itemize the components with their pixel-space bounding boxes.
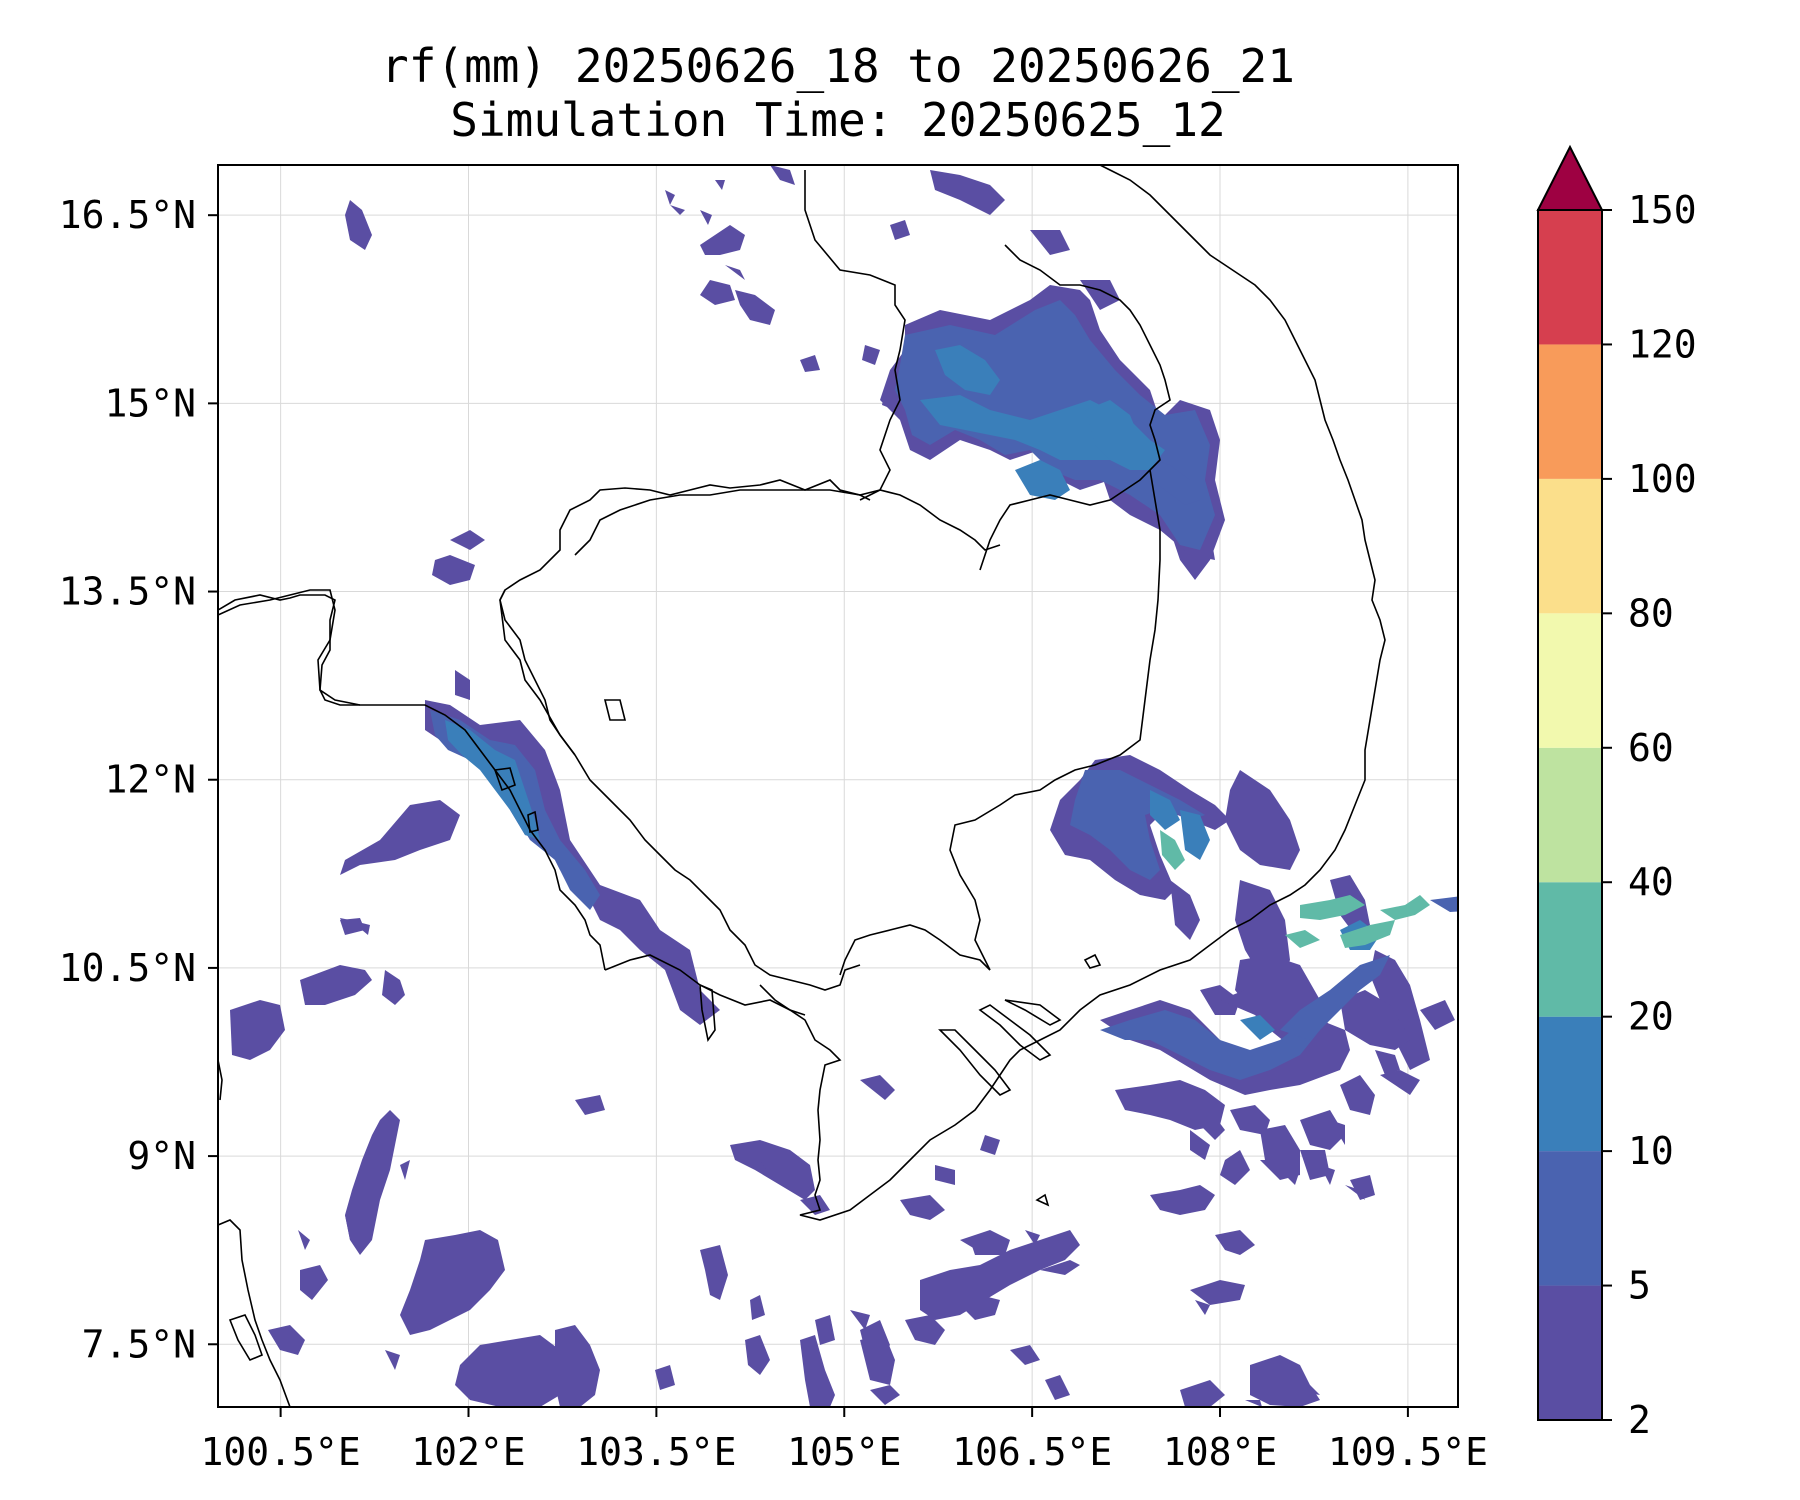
border-cambodia-west [499,589,576,756]
map-background [218,165,1458,1407]
rainfall-contours [230,165,1458,1407]
island-south [228,1314,264,1362]
colorbar-segment [1538,478,1602,614]
colorbar-label: 120 [1628,322,1697,366]
gridlines [218,165,1458,1407]
rain-level-20-40 [1160,830,1430,948]
x-tick-label: 100.5°E [201,1430,361,1474]
island-2 [527,810,539,833]
border-thailand-laos [499,170,906,756]
colorbar-label: 5 [1628,1264,1651,1308]
island-4 [1035,1193,1050,1207]
delta-channel-3 [1004,999,1062,1026]
y-tick-label: 12°N [104,758,196,802]
colorbar-segment [1538,882,1602,1017]
island-6 [603,699,627,721]
colorbar-segment [1538,1016,1602,1152]
x-tick-label: 103.5°E [576,1430,736,1474]
colorbar-label: 80 [1628,591,1674,635]
colorbar-label: 10 [1628,1129,1674,1173]
border-cambodia-thailand [574,754,861,991]
border-vietnam-cambodia-east [979,469,1151,571]
coastline-cambodia-vietnam [604,165,1386,1221]
colorbar-segment [1538,1285,1602,1420]
border-laos-cambodia [859,489,1001,551]
colorbar-segment [1538,613,1602,748]
y-tick-label: 13.5°N [59,570,196,614]
map-frame [217,164,1459,1408]
delta-channel-2 [978,1004,1052,1061]
colorbar-extend-arrow [1536,144,1604,211]
colorbar-label: 20 [1628,995,1674,1039]
rain-level-10-20 [445,345,1380,1040]
x-tick-label: 102°E [411,1430,525,1474]
border-vietnam-cambodia-south [949,469,1161,971]
colorbar-segment [1538,1151,1602,1286]
x-axis-ticks: 100.5°E 102°E 103.5°E 105°E 106.5°E 108°E 109.… [201,1407,1488,1474]
border-cambodia-north [574,489,871,556]
y-tick-label: 16.5°N [59,193,196,237]
y-tick-label: 10.5°N [59,946,196,990]
island-5 [1083,953,1102,969]
y-tick-label: 15°N [104,381,196,425]
x-tick-label: 108°E [1163,1430,1277,1474]
colorbar-segment [1538,344,1602,479]
y-axis-ticks: 16.5°N 15°N 13.5°N 12°N 10.5°N 9°N 7.5°N [59,193,218,1366]
figure-title-line2: Simulation Time: 20250625_12 [450,93,1225,147]
colorbar: 2 5 10 20 40 60 80 100 120 150 [1536,144,1697,1442]
island-1 [493,767,516,792]
coastline-malay [218,1219,291,1407]
colorbar-frame [1537,209,1603,1421]
border-laos-vietnam [1004,244,1171,471]
island-3 [699,983,716,1042]
colorbar-segment [1538,210,1602,345]
coastline-west [218,589,606,971]
x-tick-label: 106.5°E [952,1430,1112,1474]
x-tick-label: 105°E [787,1430,901,1474]
colorbar-segment [1538,747,1602,883]
coastline-west-andaman [218,1059,223,1101]
colorbar-label: 40 [1628,860,1674,904]
country-borders [218,170,1171,1016]
coastlines-and-borders [218,165,1386,1407]
y-tick-label: 9°N [127,1134,196,1178]
colorbar-label: 2 [1628,1398,1651,1442]
delta-channel-1 [938,1029,1012,1096]
colorbar-label: 150 [1628,188,1697,232]
colorbar-label: 60 [1628,726,1674,770]
border-thailand-myanmar [218,594,360,706]
figure-title-line1: rf(mm) 20250626_18 to 20250626_21 [381,39,1295,93]
x-tick-label: 109.5°E [1328,1430,1488,1474]
border-vietnam-cambodia-delta-south [759,984,806,1016]
y-tick-label: 7.5°N [82,1322,196,1366]
map-panel: 100.5°E 102°E 103.5°E 105°E 106.5°E 108°E 109.… [59,164,1488,1474]
border-cambodia-vietnam-delta [839,924,991,976]
colorbar-label: 100 [1628,457,1697,501]
